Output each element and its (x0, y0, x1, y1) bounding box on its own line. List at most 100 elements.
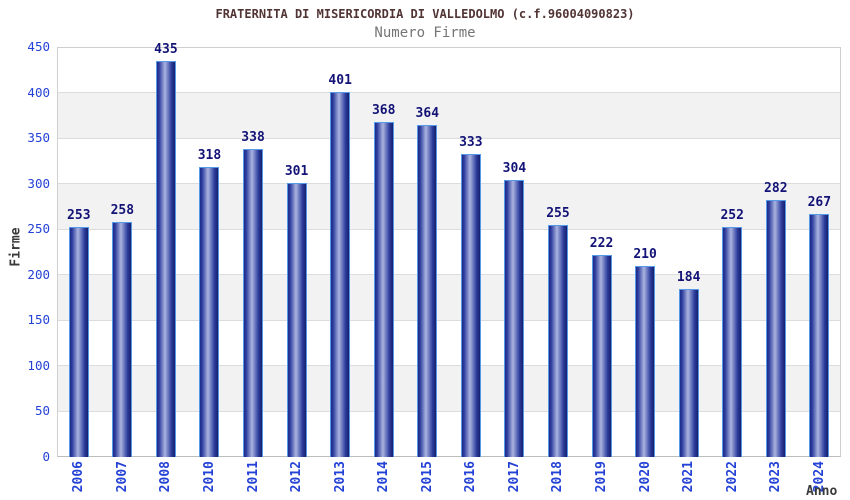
bar-2022 (722, 227, 743, 457)
x-tick-label-2016: 2016 (463, 461, 479, 493)
y-tick-label: 100 (27, 357, 50, 373)
x-tick-slot: 2007 (101, 461, 145, 499)
x-tick-label-2006: 2006 (71, 461, 87, 493)
x-tick-label-2017: 2017 (506, 461, 522, 493)
bar-value-label: 222 (589, 235, 614, 251)
bar-2024 (809, 213, 830, 457)
bar-value-label: 282 (764, 181, 788, 197)
bar-slot-2018: 255 (536, 47, 580, 457)
bar-value-label: 301 (284, 163, 309, 179)
y-tick-label: 50 (34, 403, 50, 419)
x-tick-slot: 2020 (623, 461, 667, 499)
bar-slot-2011: 338 (231, 47, 275, 457)
bar-2007 (112, 221, 133, 457)
y-tick-label: 450 (27, 38, 50, 54)
y-axis-title: Firme (8, 227, 24, 267)
bar-2014 (373, 121, 394, 457)
x-tick-label-2007: 2007 (114, 461, 130, 493)
bar-slot-2017: 304 (493, 47, 537, 457)
plot-band (58, 184, 840, 230)
x-tick-slot: 2010 (188, 461, 232, 499)
bar-2008 (155, 60, 176, 457)
bar-2011 (243, 149, 264, 457)
x-tick-slot: 2016 (449, 461, 493, 499)
bar-slot-2013: 401 (318, 47, 362, 457)
x-tick-label-2023: 2023 (768, 461, 784, 493)
chart-title: FRATERNITA DI MISERICORDIA DI VALLEDOLMO… (215, 7, 635, 21)
plot-band (58, 93, 840, 139)
x-tick-label-2020: 2020 (637, 461, 653, 493)
x-tick-slot: 2023 (754, 461, 798, 499)
bar-value-label: 318 (197, 148, 222, 164)
bar-slot-2020: 210 (623, 47, 667, 457)
x-tick-slot: 2008 (144, 461, 188, 499)
x-tick-label-2014: 2014 (376, 461, 392, 493)
bar-value-label: 401 (328, 72, 352, 88)
x-axis-tick-labels: 2006 2007 2008 2010 2011 2012 2013 2014 2015 2016… (57, 461, 841, 499)
bar-2010 (199, 167, 220, 457)
bar-value-label: 368 (371, 102, 396, 118)
bar-value-label: 267 (807, 194, 832, 210)
bar-2023 (765, 200, 786, 457)
bar-slot-2014: 368 (362, 47, 406, 457)
x-tick-label-2012: 2012 (289, 461, 305, 493)
bar-value-label: 333 (459, 134, 483, 150)
x-tick-slot: 2022 (710, 461, 754, 499)
bar-2006 (68, 226, 89, 457)
x-tick-slot: 2011 (231, 461, 275, 499)
bar-slot-2023: 282 (754, 47, 798, 457)
bar-value-label: 252 (720, 208, 744, 224)
x-tick-label-2011: 2011 (245, 461, 261, 493)
x-tick-slot: 2012 (275, 461, 319, 499)
bar-slot-2016: 333 (449, 47, 493, 457)
bar-value-label: 338 (241, 130, 265, 146)
x-tick-label-2018: 2018 (550, 461, 566, 493)
bar-2020 (635, 265, 656, 457)
bar-2017 (504, 180, 525, 457)
bar-slot-2012: 301 (275, 47, 319, 457)
x-tick-label-2015: 2015 (419, 461, 435, 493)
x-tick-label-2021: 2021 (681, 461, 697, 493)
bar-slot-2019: 222 (580, 47, 624, 457)
bar-slot-2024: 267 (798, 47, 842, 457)
plot-band (58, 48, 840, 94)
x-tick-slot: 2017 (493, 461, 537, 499)
plot-band (58, 320, 840, 367)
bar-value-label: 304 (502, 161, 527, 177)
bar-value-label: 255 (546, 205, 570, 221)
y-axis-tick-labels: 450 400 350 300 250 200 150 100 50 0 (0, 40, 50, 462)
x-tick-label-2013: 2013 (332, 461, 348, 493)
x-tick-slot: 2015 (406, 461, 450, 499)
y-tick-label: 300 (27, 175, 50, 191)
x-tick-slot: 2019 (580, 461, 624, 499)
plot-band (58, 138, 840, 185)
bar-slot-2006: 253 (57, 47, 101, 457)
bar-2018 (547, 224, 568, 457)
bar-slot-2010: 318 (188, 47, 232, 457)
bar-2013 (330, 91, 351, 457)
plot-area (57, 47, 841, 457)
y-tick-label: 400 (27, 84, 50, 100)
bars-layer: 253 258 435 318 338 301 401 368 364 333 304 255 222 2… (57, 43, 842, 457)
plot-band (58, 411, 840, 456)
bar-2019 (591, 254, 612, 457)
bar-slot-2008: 435 (144, 43, 188, 457)
bar-slot-2021: 184 (667, 47, 711, 457)
bar-2012 (286, 182, 307, 457)
bar-value-label: 184 (676, 270, 701, 286)
y-tick-label: 350 (27, 129, 50, 145)
x-tick-label-2019: 2019 (594, 461, 610, 493)
bar-2016 (460, 153, 481, 457)
bar-2015 (417, 125, 438, 457)
y-tick-label: 200 (27, 266, 50, 282)
y-tick-label: 150 (27, 312, 50, 328)
bar-slot-2015: 364 (406, 47, 450, 457)
plot-band (58, 275, 840, 321)
x-tick-slot: 2018 (536, 461, 580, 499)
chart-subtitle: Numero Firme (374, 25, 476, 41)
x-tick-slot: 2013 (318, 461, 362, 499)
x-tick-slot: 2021 (667, 461, 711, 499)
x-tick-slot: 2014 (362, 461, 406, 499)
y-tick-label: 250 (27, 220, 50, 236)
bar-value-label: 210 (633, 246, 657, 262)
